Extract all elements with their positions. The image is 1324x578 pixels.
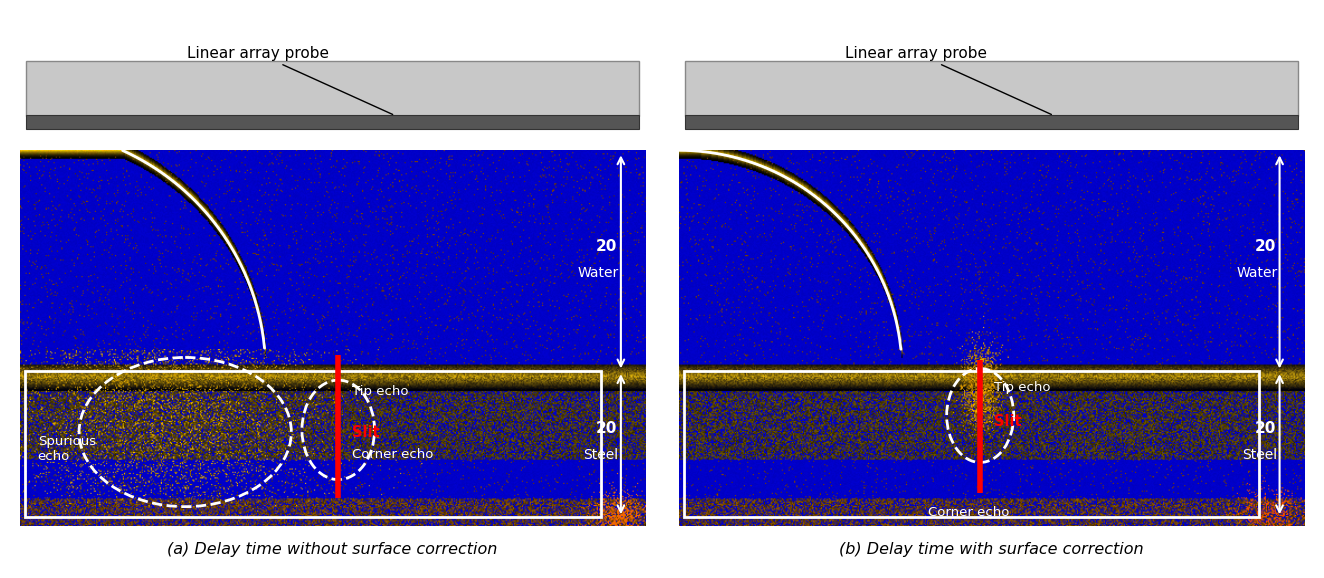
Text: Spurious
echo: Spurious echo [37, 435, 95, 462]
Text: 20: 20 [1255, 421, 1276, 436]
Text: Slit: Slit [993, 413, 1021, 428]
Bar [25, 371, 601, 517]
Text: Steel: Steel [1242, 449, 1278, 462]
Text: 20: 20 [596, 421, 617, 436]
Text: (a) Delay time without surface correction: (a) Delay time without surface correctio… [167, 542, 498, 557]
Bar [685, 371, 1259, 517]
Text: Tip echo: Tip echo [993, 381, 1050, 394]
Text: Linear array probe: Linear array probe [187, 46, 393, 114]
Text: Linear array probe: Linear array probe [845, 46, 1051, 114]
Bar [685, 61, 1298, 116]
Text: Tip echo: Tip echo [352, 385, 408, 398]
Bar [685, 114, 1298, 129]
Text: Water: Water [577, 266, 618, 280]
Text: Slit: Slit [352, 425, 379, 439]
Text: Water: Water [1237, 266, 1278, 280]
Text: Steel: Steel [584, 449, 618, 462]
Text: Corner echo: Corner echo [928, 506, 1010, 519]
Text: (b) Delay time with surface correction: (b) Delay time with surface correction [839, 542, 1144, 557]
Text: 20: 20 [1255, 239, 1276, 254]
Bar [26, 61, 639, 116]
Bar [26, 114, 639, 129]
Text: 20: 20 [596, 239, 617, 254]
Text: Corner echo: Corner echo [352, 447, 433, 461]
